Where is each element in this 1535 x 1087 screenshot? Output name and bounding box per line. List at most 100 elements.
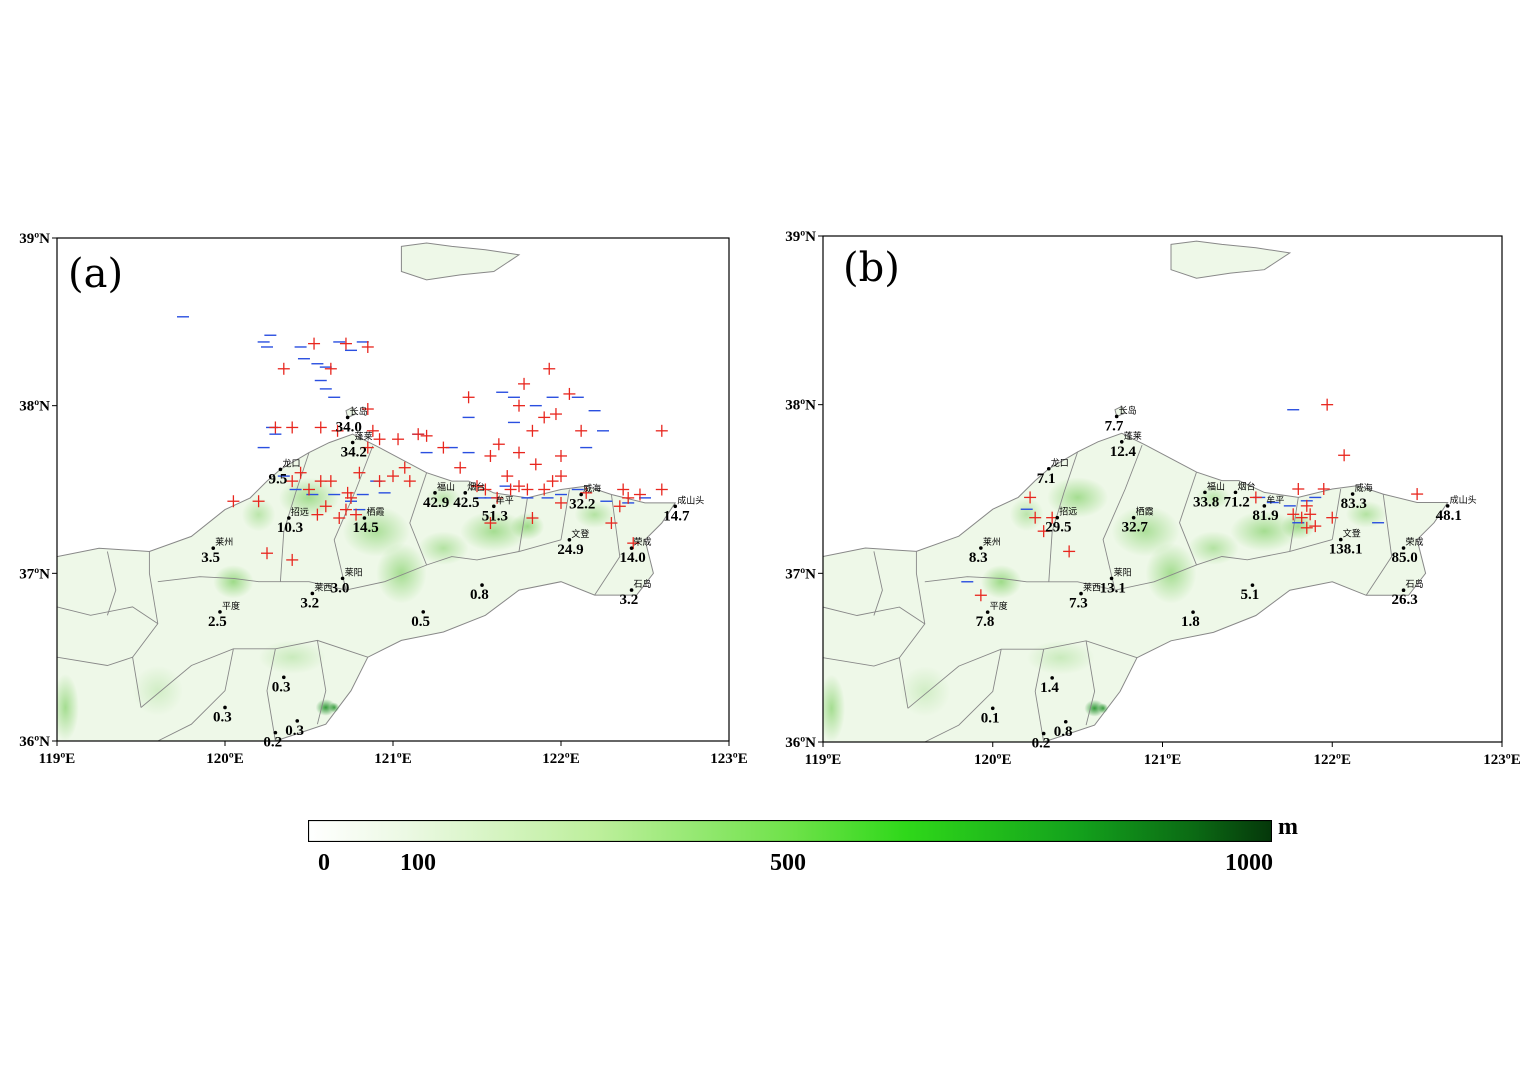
county-border [1365,494,1393,596]
station-name: 烟台 [467,481,485,493]
station-value: 3.5 [201,550,220,566]
positive-error-marker [373,475,386,488]
station-dot [278,467,283,472]
station: 威海 83.3 [1341,482,1373,512]
county-border [1048,451,1079,582]
station-value: 34.2 [341,445,367,461]
positive-error-marker [484,517,497,530]
y-tick-label: 38ºN [785,398,816,414]
station-dot [273,730,278,735]
station: 文登 24.9 [557,528,589,558]
y-tick-label: 36ºN [19,734,50,750]
positive-error-marker [261,547,273,560]
station-name: 成山头 [1450,494,1477,506]
station: 0.3 [285,719,304,739]
station: 福山 42.9 [423,481,455,511]
station: 荣成 85.0 [1392,536,1424,566]
positive-error-marker [314,421,327,434]
station-value: 13.1 [1100,580,1126,596]
positive-error-marker [1300,521,1313,534]
y-tick-label: 36ºN [785,735,816,751]
positive-error-marker [513,446,525,459]
station-dot [340,576,345,581]
station-name: 福山 [437,481,455,493]
positive-error-marker [339,337,352,350]
positive-error-marker [526,424,539,437]
land-area [57,433,677,741]
station-value: 0.2 [1032,736,1051,752]
positive-error-marker [437,441,450,454]
positive-error-marker [392,433,405,446]
county-border [560,489,570,540]
positive-error-marker [277,362,290,375]
terrain-shade [460,511,528,552]
positive-error-marker [252,495,265,508]
changdao-island [1114,405,1126,418]
station-dot [985,610,990,614]
map-content [823,240,1449,742]
positive-error-marker [420,429,433,442]
positive-error-marker [549,408,562,421]
terrain-shade [1345,500,1387,528]
station-name: 长岛 [350,405,368,417]
station-value: 85.0 [1392,550,1418,566]
positive-error-marker [1029,511,1042,524]
station-value: 0.3 [213,709,232,725]
station-name: 成山头 [677,494,704,506]
positive-error-marker [361,403,374,416]
station: 龙口 9.5 [268,457,300,487]
station-dot [218,610,222,614]
station: 莱西 7.3 [1069,582,1101,612]
station: 石岛 26.3 [1392,578,1424,608]
station-name: 威海 [1355,482,1373,494]
station-name: 莱阳 [1114,566,1132,578]
x-tick-label: 120ºE [206,751,243,767]
station-value: 14.5 [352,520,378,536]
terrain-shade [1230,510,1299,552]
terrain-shade [1009,497,1044,532]
positive-error-marker [538,411,551,424]
station-value: 138.1 [1329,542,1363,558]
station: 烟台 42.5 [453,481,485,511]
station-dot [1109,576,1114,581]
county-border [57,656,133,666]
y-tick-label: 39ºN [19,231,50,247]
county-border [57,606,159,624]
x-tick-label: 120ºE [974,752,1011,768]
station: 莱阳 3.0 [331,566,363,596]
station-value: 83.3 [1341,496,1367,512]
county-border [823,606,926,625]
positive-error-marker [361,441,374,454]
terrain-shade [980,564,1022,599]
station: 5.1 [1240,583,1259,603]
positive-error-marker [555,449,567,462]
positive-error-marker [373,433,386,446]
station-dot [979,546,983,550]
station-name: 石岛 [634,578,652,590]
positive-error-marker [543,362,556,375]
positive-error-marker [555,496,567,509]
positive-error-marker [324,475,337,488]
county-border [1289,497,1299,552]
positive-error-marker [555,470,567,483]
terrain-shade [342,506,410,557]
positive-error-marker [1317,483,1330,495]
station-dot [492,504,496,509]
station-name: 荣成 [634,536,652,548]
station: 0.3 [272,675,291,695]
positive-error-marker [538,483,551,496]
station-value: 1.8 [1181,614,1200,630]
terrain-shade [1047,477,1109,518]
station: 威海 32.2 [569,483,601,513]
positive-error-marker [1326,511,1339,524]
station-name: 文登 [1343,528,1361,540]
positive-error-marker [655,483,668,496]
station: 莱阳 13.1 [1100,566,1132,596]
station: 文登 138.1 [1329,528,1363,558]
station: 1.8 [1181,610,1200,630]
station: 长岛 34.0 [336,405,368,435]
station-name: 牟平 [496,494,514,506]
y-tick-label: 39ºN [785,229,816,245]
station-dot [1233,490,1238,495]
terrain-shade [241,497,276,532]
